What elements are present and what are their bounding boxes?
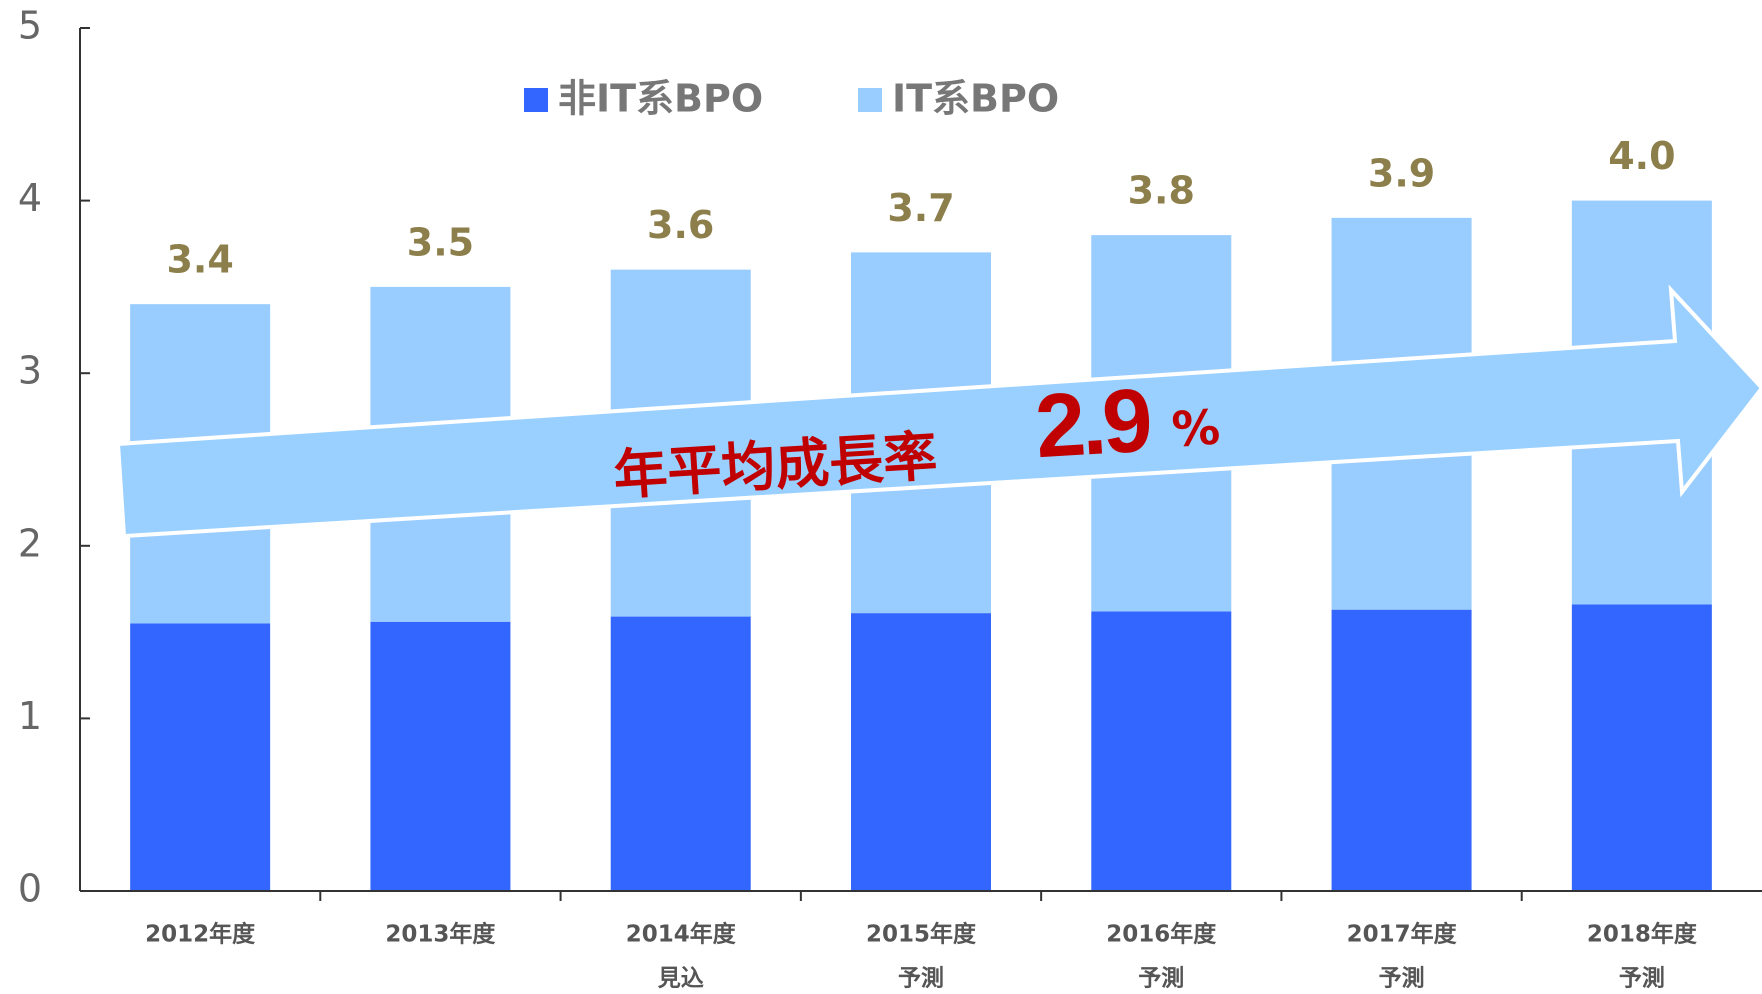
bar-segment	[370, 621, 511, 891]
x-tick-note: 予測	[1619, 966, 1665, 992]
x-tick-note: 予測	[1138, 966, 1184, 992]
y-tick-label: 2	[18, 521, 42, 565]
bar-segment	[1091, 611, 1232, 891]
y-tick-label: 1	[18, 694, 42, 738]
bar-segment	[1331, 609, 1472, 891]
legend-label: IT系BPO	[892, 77, 1059, 121]
total-label: 3.7	[887, 186, 954, 230]
y-tick-label: 0	[18, 867, 42, 911]
legend-swatch	[858, 88, 882, 112]
total-label: 3.5	[407, 220, 474, 264]
x-tick-label: 2018年度	[1587, 921, 1698, 948]
x-tick-label: 2016年度	[1106, 921, 1217, 948]
x-tick-note: 予測	[898, 966, 944, 992]
x-tick-label: 2012年度	[145, 921, 256, 948]
total-label: 3.8	[1128, 169, 1195, 213]
bar-segment	[130, 623, 271, 891]
bar-segment	[610, 616, 751, 891]
bar-segment	[1571, 604, 1712, 891]
legend-swatch	[524, 88, 548, 112]
x-tick-label: 2015年度	[866, 921, 977, 948]
x-tick-label: 2017年度	[1347, 921, 1458, 948]
annotation-unit: %	[1170, 399, 1221, 458]
y-tick-label: 4	[18, 176, 42, 220]
bar-segment	[851, 613, 991, 891]
x-tick-label: 2014年度	[626, 921, 737, 948]
total-label: 3.6	[647, 203, 714, 247]
x-tick-note: 見込	[658, 966, 704, 992]
legend-label: 非IT系BPO	[558, 77, 763, 121]
y-tick-label: 3	[18, 349, 42, 393]
x-tick-label: 2013年度	[385, 921, 496, 948]
annotation-value: 2.9	[1032, 371, 1152, 478]
total-label: 3.9	[1368, 151, 1435, 195]
y-tick-label: 5	[18, 4, 42, 48]
total-label: 3.4	[166, 238, 233, 282]
growth-arrow	[115, 284, 1762, 539]
total-label: 4.0	[1608, 134, 1675, 178]
x-tick-note: 予測	[1379, 966, 1425, 992]
